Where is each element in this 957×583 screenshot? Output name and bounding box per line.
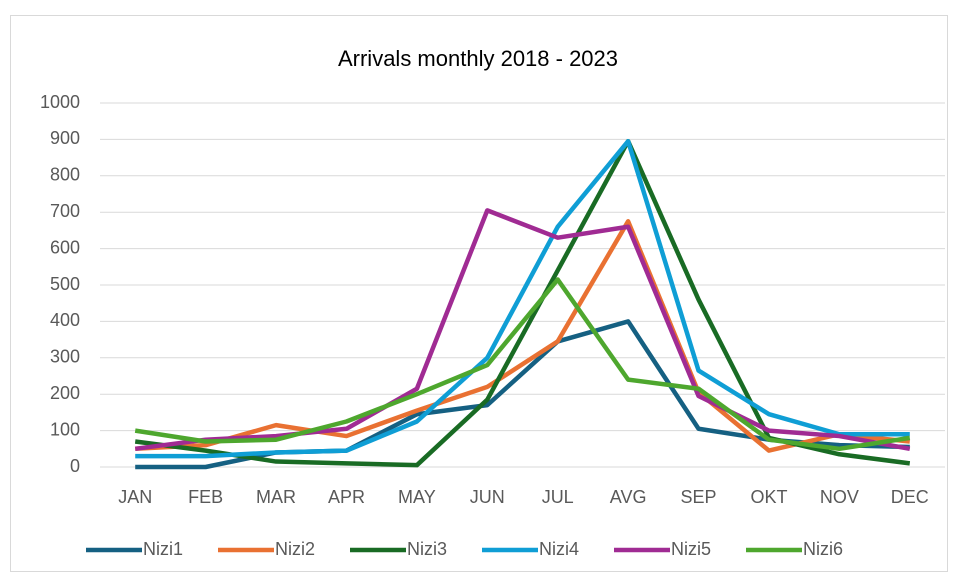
y-tick-label: 1000 xyxy=(40,92,80,112)
x-tick-label: JUN xyxy=(470,487,505,507)
y-tick-label: 900 xyxy=(50,128,80,148)
legend-label: Nizi2 xyxy=(275,539,315,559)
x-tick-label: APR xyxy=(328,487,365,507)
x-tick-label: JUL xyxy=(542,487,574,507)
y-tick-label: 200 xyxy=(50,383,80,403)
x-tick-label: JAN xyxy=(118,487,152,507)
x-tick-label: OKT xyxy=(750,487,787,507)
chart-title: Arrivals monthly 2018 - 2023 xyxy=(338,46,618,71)
y-tick-label: 0 xyxy=(70,456,80,476)
y-tick-label: 100 xyxy=(50,419,80,439)
y-tick-label: 400 xyxy=(50,310,80,330)
chart-border xyxy=(10,15,948,572)
series-line xyxy=(135,219,911,453)
series-line xyxy=(134,208,911,452)
x-tick-label: SEP xyxy=(681,487,717,507)
x-tick-label: AVG xyxy=(610,487,647,507)
legend-label: Nizi5 xyxy=(671,539,711,559)
y-tick-label: 500 xyxy=(50,274,80,294)
y-tick-label: 300 xyxy=(50,347,80,367)
x-tick-label: MAY xyxy=(398,487,436,507)
legend-label: Nizi3 xyxy=(407,539,447,559)
legend-label: Nizi1 xyxy=(143,539,183,559)
series-line xyxy=(135,138,910,459)
x-tick-label: DEC xyxy=(891,487,929,507)
series-line xyxy=(134,277,911,452)
x-tick-label: MAR xyxy=(256,487,296,507)
y-tick-label: 700 xyxy=(50,201,80,221)
legend-label: Nizi4 xyxy=(539,539,579,559)
x-tick-label: FEB xyxy=(188,487,223,507)
x-tick-label: NOV xyxy=(820,487,859,507)
legend-label: Nizi6 xyxy=(803,539,843,559)
y-tick-label: 800 xyxy=(50,165,80,185)
y-tick-label: 600 xyxy=(50,237,80,257)
